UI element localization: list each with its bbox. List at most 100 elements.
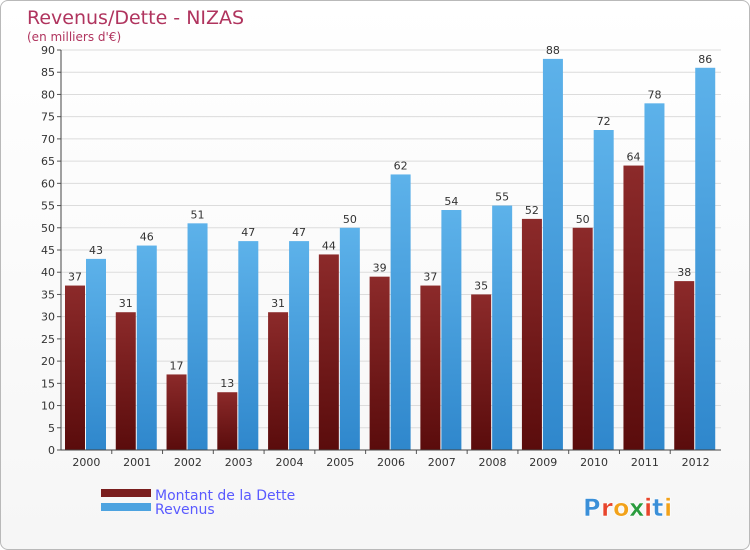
- logo-letter: t: [652, 494, 663, 522]
- bar-revenus-2000: [86, 258, 106, 450]
- data-label-revenus-2005: 50: [343, 213, 357, 226]
- data-label-dette-2012: 38: [677, 266, 691, 279]
- data-label-revenus-2008: 55: [495, 191, 509, 204]
- data-label-dette-2001: 31: [119, 297, 133, 310]
- x-tick-label-2008: 2008: [479, 456, 507, 469]
- y-tick-label: 80: [41, 88, 55, 101]
- data-label-dette-2011: 64: [626, 151, 640, 164]
- data-label-dette-2005: 44: [322, 239, 336, 252]
- data-label-revenus-2011: 78: [647, 88, 661, 101]
- bar-dette-2000: [65, 285, 85, 450]
- bar-revenus-2007: [441, 210, 462, 450]
- logo-letter: o: [613, 494, 630, 522]
- data-label-dette-2002: 17: [170, 359, 184, 372]
- data-label-revenus-2002: 51: [191, 208, 205, 221]
- data-label-revenus-2004: 47: [292, 226, 306, 239]
- x-axis: 2000 2001 2002 2003 2004 2005 2006 2007 2008 2009…: [72, 450, 710, 469]
- y-tick-label: 90: [41, 44, 55, 57]
- y-tick-label: 35: [41, 288, 55, 301]
- bar-dette-2007: [420, 285, 441, 450]
- x-tick-label-2001: 2001: [123, 456, 151, 469]
- data-label-revenus-2006: 62: [394, 159, 408, 172]
- y-tick-label: 25: [41, 333, 55, 346]
- logo-letter: i: [644, 494, 652, 522]
- bar-dette-2002: [166, 374, 187, 450]
- y-tick-label: 0: [48, 444, 55, 457]
- data-label-revenus-2007: 54: [444, 195, 458, 208]
- bar-revenus-2012: [695, 67, 716, 451]
- data-label-dette-2008: 35: [474, 279, 488, 292]
- y-tick-label: 50: [41, 222, 55, 235]
- bar-revenus-2001: [136, 245, 157, 450]
- bar-dette-2006: [369, 276, 390, 450]
- y-tick-label: 45: [41, 244, 55, 257]
- y-tick-label: 65: [41, 155, 55, 168]
- logo-letter: r: [601, 494, 613, 522]
- bar-revenus-2005: [339, 227, 360, 450]
- bar-dette-2010: [572, 227, 593, 450]
- logo-letter: x: [629, 494, 645, 522]
- data-label-dette-2009: 52: [525, 204, 539, 217]
- bar-dette-2011: [623, 165, 644, 451]
- x-tick-label-2007: 2007: [428, 456, 456, 469]
- bar-revenus-2010: [593, 130, 614, 450]
- bar-dette-2001: [115, 312, 136, 450]
- bar-revenus-2004: [289, 241, 310, 450]
- data-label-revenus-2009: 88: [546, 44, 560, 57]
- data-label-revenus-2001: 46: [140, 231, 154, 244]
- x-tick-label-2003: 2003: [225, 456, 253, 469]
- bar-dette-2009: [521, 218, 542, 450]
- bar-revenus-2003: [238, 241, 259, 450]
- x-tick-label-2006: 2006: [377, 456, 405, 469]
- y-tick-label: 40: [41, 266, 55, 279]
- y-tick-label: 70: [41, 133, 55, 146]
- x-tick-label-2005: 2005: [326, 456, 354, 469]
- data-label-revenus-2003: 47: [241, 226, 255, 239]
- y-tick-label: 10: [41, 400, 55, 413]
- data-label-dette-2007: 37: [423, 271, 437, 284]
- x-tick-label-2011: 2011: [631, 456, 659, 469]
- x-tick-label-2004: 2004: [275, 456, 303, 469]
- y-tick-label: 85: [41, 66, 55, 79]
- bar-dette-2004: [268, 312, 289, 450]
- data-label-dette-2010: 50: [576, 213, 590, 226]
- data-labels: 37 43 31 46 17 51 13 47 31 47 44 50 39 62 37 54 35 55 52 88…: [68, 44, 712, 390]
- bar-dette-2003: [217, 392, 238, 450]
- legend-swatch-revenus: [101, 503, 151, 511]
- logo-letter: i: [664, 494, 672, 522]
- bar-revenus-2008: [492, 205, 513, 450]
- data-label-revenus-2000: 43: [89, 244, 103, 257]
- legend-swatch-dette: [101, 489, 151, 497]
- chart-subtitle: (en milliers d'€): [27, 30, 121, 44]
- x-tick-label-2009: 2009: [529, 456, 557, 469]
- data-label-dette-2003: 13: [220, 377, 234, 390]
- data-label-revenus-2012: 86: [698, 53, 712, 66]
- y-tick-label: 60: [41, 177, 55, 190]
- data-label-dette-2004: 31: [271, 297, 285, 310]
- x-tick-label-2002: 2002: [174, 456, 202, 469]
- y-tick-label: 55: [41, 200, 55, 213]
- x-tick-label-2010: 2010: [580, 456, 608, 469]
- data-label-dette-2006: 39: [373, 262, 387, 275]
- data-label-dette-2000: 37: [68, 271, 82, 284]
- x-tick-label-2000: 2000: [72, 456, 100, 469]
- data-label-revenus-2010: 72: [597, 115, 611, 128]
- bar-dette-2008: [471, 294, 492, 450]
- y-axis: 0 5 10 15 20 25 30 35 40 45 50 55 60 65 70 75 80 85 90: [41, 44, 61, 457]
- y-tick-label: 30: [41, 311, 55, 324]
- bar-revenus-2002: [187, 223, 208, 450]
- bar-revenus-2009: [542, 58, 563, 451]
- bar-revenus-2011: [644, 103, 665, 450]
- x-tick-label-2012: 2012: [682, 456, 710, 469]
- chart-title: Revenus/Dette - NIZAS: [27, 7, 244, 29]
- legend-label-dette: Montant de la Dette: [155, 488, 295, 504]
- y-tick-label: 15: [41, 377, 55, 390]
- legend-label-revenus: Revenus: [155, 502, 215, 518]
- bar-dette-2012: [674, 281, 695, 450]
- bar-dette-2005: [318, 254, 339, 450]
- y-tick-label: 75: [41, 111, 55, 124]
- y-tick-label: 20: [41, 355, 55, 368]
- logo-letter: P: [583, 494, 601, 522]
- bar-revenus-2006: [390, 174, 411, 450]
